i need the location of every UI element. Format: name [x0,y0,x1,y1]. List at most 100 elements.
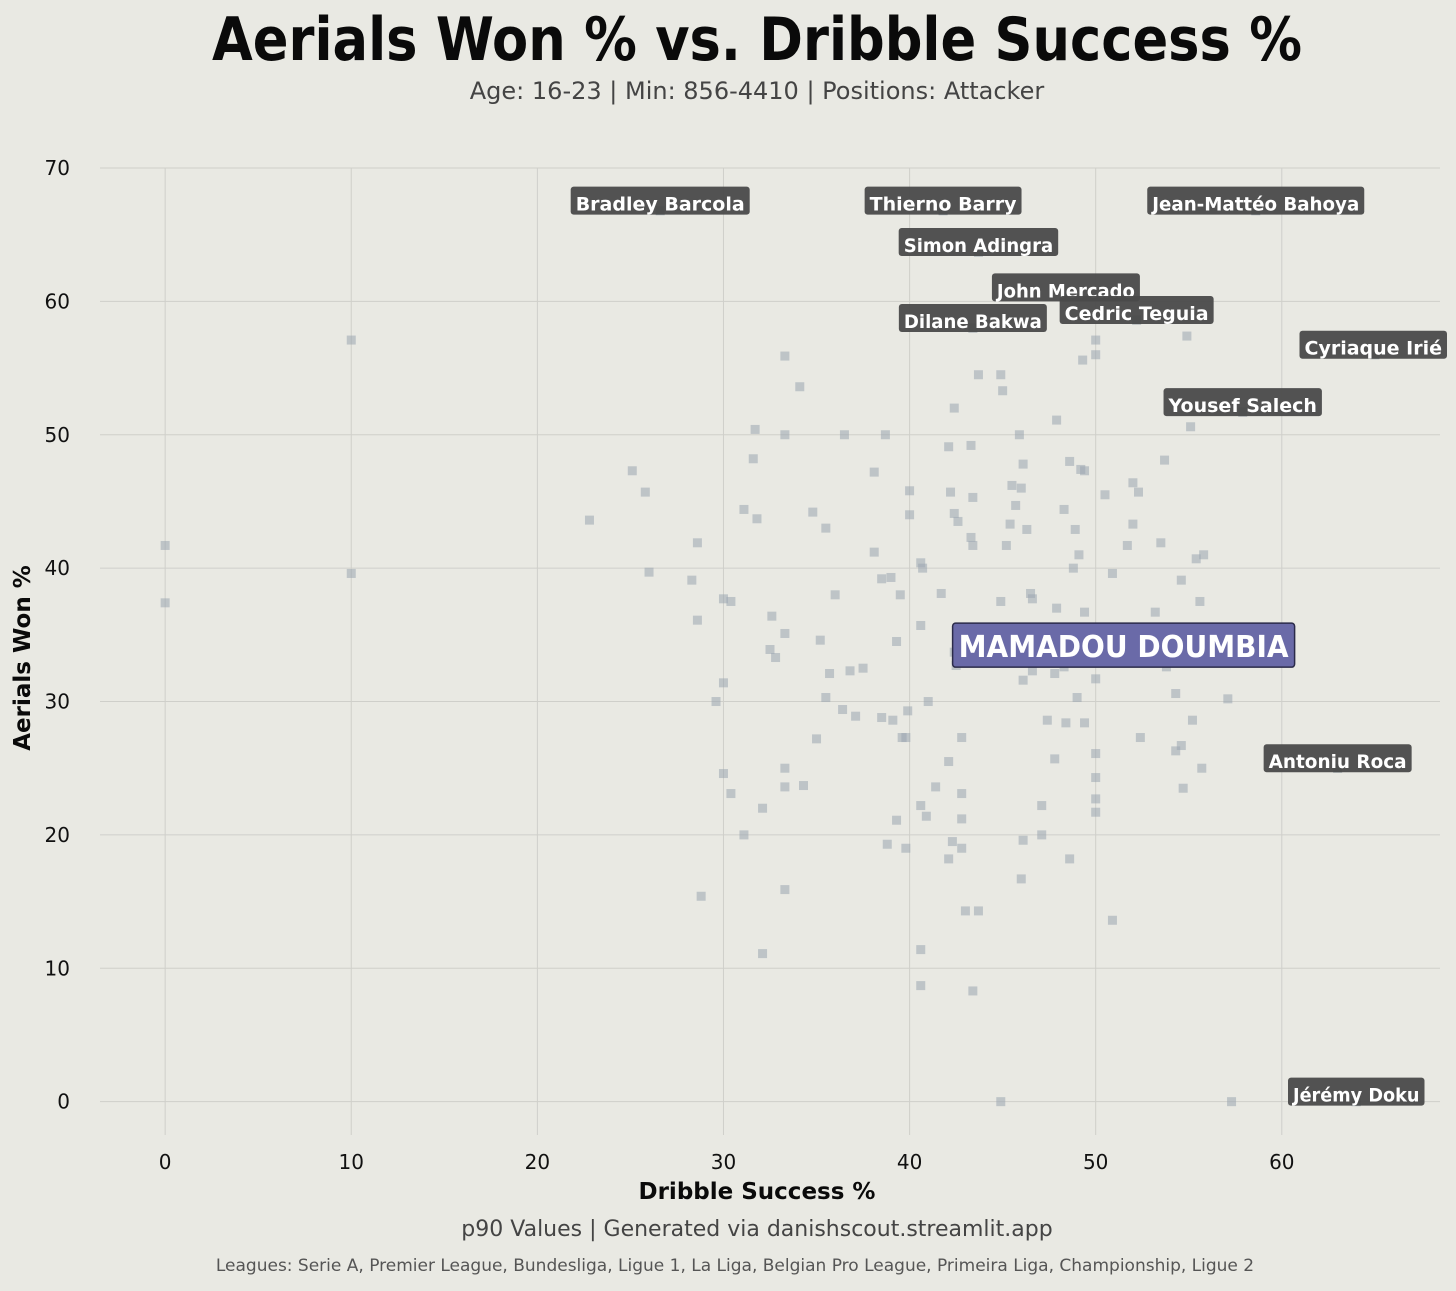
data-point [821,523,831,533]
data-point [1160,455,1170,465]
player-name: Bradley Barcola [576,194,745,216]
data-point [923,697,933,707]
label-box [898,228,1059,257]
data-point [877,713,887,723]
y-tick-label: 30 [45,690,70,714]
data-point [752,514,762,524]
label-box [1263,744,1412,773]
player-name: Cedric Teguia [1065,303,1209,325]
data-point [944,854,954,864]
player-label: Yousef Salech [1163,388,1322,417]
x-axis-ticks: 0 10 20 30 40 50 60 [159,1150,1295,1174]
data-point [765,644,775,654]
data-point [1052,415,1062,425]
player-name: Thierno Barry [870,194,1017,216]
data-point [821,693,831,703]
data-point [780,430,790,440]
data-point [780,782,790,792]
label-box [1299,330,1447,359]
data-point [1182,331,1192,341]
data-point [1005,519,1015,529]
data-point [901,843,911,853]
data-point [584,515,594,525]
player-label: Jean-Mattéo Bahoya [1147,186,1365,216]
data-point [718,678,728,688]
player-label: John Mercado [991,273,1140,302]
data-point [1199,550,1209,560]
data-point [916,558,926,568]
data-point [1037,801,1047,811]
label-box [991,273,1140,302]
data-point [957,814,967,824]
data-point [1052,603,1062,613]
player-label: Jérémy Doku [1288,1077,1425,1107]
data-point [771,653,781,663]
data-point [957,733,967,743]
data-point [1078,355,1088,365]
data-point [726,789,736,799]
data-point [851,711,861,721]
data-point [644,567,654,577]
data-point [880,430,890,440]
player-name: Simon Adingra [904,235,1054,257]
data-point [758,803,768,813]
data-point [726,596,736,606]
highlighted-player: MAMADOU DOUMBIA [951,622,1296,668]
player-name: Dilane Bakwa [904,311,1042,333]
data-point [795,382,805,392]
data-point [780,763,790,773]
data-point [1027,666,1037,676]
data-point [830,590,840,600]
data-point [996,596,1006,606]
data-point [1122,540,1132,550]
data-point [799,781,808,791]
data-point [996,1097,1006,1107]
player-label: Bradley Barcola [570,186,750,216]
data-point [711,697,721,707]
y-tick-label: 0 [57,1090,70,1114]
player-name: Antoniu Roca [1269,751,1407,773]
data-point [968,492,978,502]
data-point [1042,715,1052,725]
data-point [916,620,926,630]
data-point [687,575,697,585]
data-point [882,839,892,849]
data-point [996,370,1006,380]
data-point [815,635,825,645]
y-tick-label: 10 [45,956,70,980]
data-point [1091,674,1101,684]
data-point [916,981,926,991]
data-point [739,830,749,840]
label-box [864,186,1022,215]
y-axis-label: Aerials Won % [10,565,36,751]
data-point [905,510,915,520]
data-point [916,801,926,811]
data-point [946,487,956,497]
data-point [1007,480,1017,490]
data-point [1026,588,1036,598]
data-point [1128,478,1138,488]
data-point [1176,575,1186,585]
data-point [901,733,911,743]
data-point [1171,746,1181,756]
data-point [1128,519,1138,529]
data-point [973,906,983,916]
data-point [1027,594,1037,604]
data-point [1059,504,1069,514]
data-point [931,782,941,792]
data-point [1107,568,1117,578]
player-name: Cyriaque Irié [1305,338,1443,360]
data-point [1001,540,1011,550]
data-point [892,815,902,825]
x-axis-label: Dribble Success % [639,1179,876,1205]
data-point [1018,459,1028,469]
data-point [858,663,868,673]
x-tick-label: 60 [1269,1150,1294,1174]
data-point [1191,554,1201,564]
data-point [1171,689,1181,699]
data-point [1150,607,1160,617]
data-point [966,440,976,450]
label-box [570,186,750,215]
data-point [839,430,849,440]
